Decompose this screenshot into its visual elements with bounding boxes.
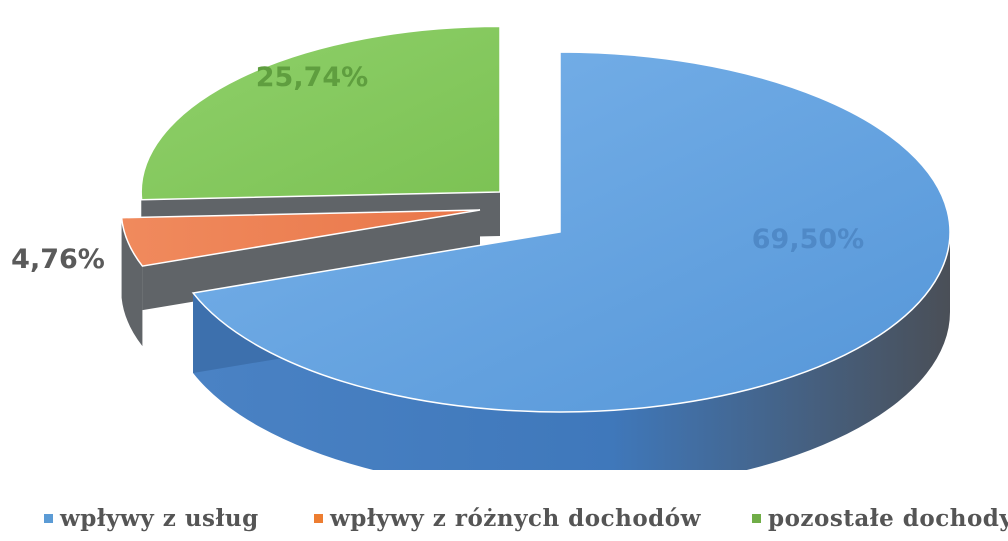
legend-swatch [752,514,761,523]
pie-slice-side [193,232,950,470]
pie-slice [120,209,481,267]
legend-item: wpływy z różnych dochodów [314,505,701,532]
data-label: 69,50% [752,224,864,255]
legend-item: wpływy z usług [44,505,259,532]
pie-chart: 69,50% 4,76% 25,74% [11,25,951,470]
pie-chart-canvas: 69,50% 4,76% 25,74% [11,25,951,470]
data-label: 4,76% [11,244,105,275]
legend-label: pozostałe dochody [768,505,1008,532]
pie-slice-side [121,217,143,347]
data-label: 25,74% [256,62,368,93]
pie-slice [140,25,501,201]
chart-legend: wpływy z usług wpływy z różnych dochodów… [0,505,1008,541]
legend-item: pozostałe dochody [752,505,1008,532]
legend-label: wpływy z różnych dochodów [330,505,701,532]
legend-swatch [44,514,53,523]
pie-slice-group [120,209,481,347]
pie-slice-wall [142,210,480,311]
pie-slice-group [191,51,951,470]
legend-swatch [314,514,323,523]
pie-slice [191,51,951,413]
legend-label: wpływy z usług [60,505,259,532]
